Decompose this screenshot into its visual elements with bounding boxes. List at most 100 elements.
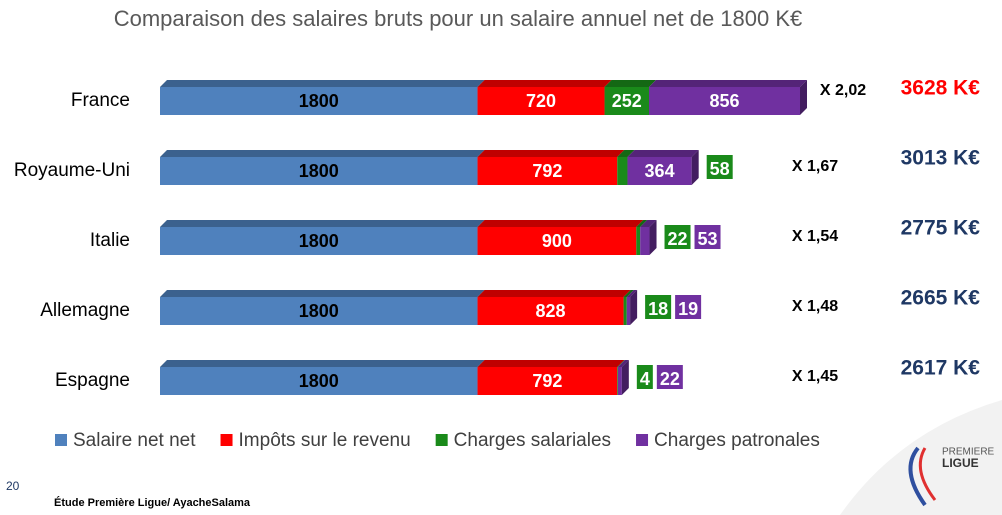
value-label-bg: [706, 155, 733, 179]
bar-top: [477, 220, 644, 227]
bar-segment: [477, 157, 618, 185]
value-label-bg: [694, 225, 721, 249]
logo-text: LIGUE: [942, 456, 979, 470]
bar-top: [477, 80, 612, 87]
value-label: 364: [645, 161, 675, 181]
bar-top: [617, 360, 625, 367]
bar-top: [626, 290, 638, 297]
bar-top: [627, 150, 699, 157]
category-label: Royaume-Uni: [14, 160, 130, 181]
total: 2665 K€: [901, 287, 981, 310]
bar-top: [477, 290, 631, 297]
total: 2617 K€: [901, 357, 981, 380]
value-label: 900: [542, 231, 572, 251]
bar-segment: [617, 367, 622, 395]
legend-label: Charges patronales: [654, 430, 820, 451]
bar-segment: [636, 227, 641, 255]
legend-label: Charges salariales: [454, 430, 611, 451]
value-label: 58: [710, 159, 730, 179]
value-label: 19: [678, 299, 698, 319]
category-label: Italie: [90, 230, 130, 251]
bar-segment: [160, 297, 478, 325]
bar-segment: [477, 227, 637, 255]
value-label: 4: [640, 369, 650, 389]
bar-top: [160, 80, 485, 87]
bar-segment: [648, 87, 800, 115]
legend-swatch: [435, 434, 448, 446]
value-label: 18: [648, 299, 668, 319]
bar-top: [160, 360, 485, 367]
page-number: 20: [6, 479, 20, 493]
source: Étude Première Ligue/ AyacheSalama: [54, 496, 251, 509]
value-label: 1800: [299, 301, 339, 321]
bar-segment: [160, 227, 478, 255]
value-label: 1800: [299, 91, 339, 111]
bar-top: [648, 80, 807, 87]
bar-segment: [160, 367, 478, 395]
multiplier: X 1,45: [792, 368, 838, 385]
bar-segment: [617, 157, 628, 185]
bar-top: [623, 290, 634, 297]
category-label: Espagne: [55, 370, 130, 391]
bar-segment: [623, 297, 627, 325]
category-label: France: [71, 90, 130, 111]
bar-side: [800, 80, 807, 115]
multiplier: X 1,67: [792, 158, 838, 175]
bar-segment: [617, 367, 618, 395]
bar-top: [477, 150, 625, 157]
value-label: 856: [709, 91, 739, 111]
total: 3628 K€: [901, 77, 981, 100]
value-label-bg: [664, 225, 691, 249]
bar-segment: [604, 87, 649, 115]
logo-swoosh: [918, 447, 937, 501]
logo-swoosh: [908, 446, 927, 507]
value-label: 252: [612, 91, 642, 111]
multiplier: X 1,48: [792, 298, 838, 315]
bar-side: [691, 150, 699, 185]
bar-top: [640, 220, 657, 227]
legend-swatch: [636, 434, 649, 446]
bar-segment: [477, 87, 605, 115]
value-label: 828: [536, 301, 566, 321]
bar-segment: [160, 157, 478, 185]
total: 3013 K€: [901, 147, 981, 170]
logo-text: PREMIERE: [942, 447, 995, 458]
bar-top: [617, 360, 629, 367]
bar-segment: [477, 297, 624, 325]
value-label: 1800: [299, 161, 339, 181]
value-label: 1800: [299, 231, 339, 251]
bar-top: [604, 80, 656, 87]
legend-swatch: [55, 434, 67, 446]
value-label: 22: [668, 229, 688, 249]
bar-segment: [626, 297, 631, 325]
bar-top: [160, 220, 485, 227]
value-label-bg: [675, 295, 702, 319]
bar-side: [630, 290, 638, 325]
value-label: 53: [698, 229, 718, 249]
value-label-bg: [656, 365, 683, 389]
legend-swatch: [220, 434, 233, 446]
value-label: 792: [532, 371, 562, 391]
multiplier: X 1,54: [792, 228, 838, 245]
bar-top: [477, 360, 625, 367]
value-label: 1800: [299, 371, 339, 391]
value-label-bg: [645, 295, 672, 319]
bar-side: [649, 220, 657, 255]
bar-segment: [477, 367, 618, 395]
bar-segment: [640, 227, 650, 255]
legend-label: Salaire net net: [73, 430, 196, 451]
value-label: 792: [532, 161, 562, 181]
value-label: 22: [660, 369, 680, 389]
bar-top: [636, 220, 648, 227]
bar-top: [160, 290, 485, 297]
bar-top: [617, 150, 635, 157]
total: 2775 K€: [901, 217, 981, 240]
category-label: Allemagne: [40, 300, 130, 321]
bar-side: [621, 360, 629, 395]
bar-segment: [627, 157, 692, 185]
bar-top: [160, 150, 485, 157]
value-label: 720: [526, 91, 556, 111]
legend-label: Impôts sur le revenu: [239, 430, 411, 451]
bar-segment: [160, 87, 478, 115]
